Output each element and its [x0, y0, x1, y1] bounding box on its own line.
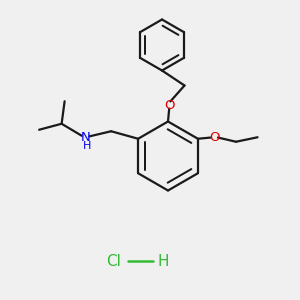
Text: H: H	[158, 254, 169, 268]
Text: O: O	[209, 131, 220, 144]
Text: H: H	[83, 141, 91, 151]
Text: O: O	[164, 98, 175, 112]
Text: N: N	[81, 131, 91, 144]
Text: Cl: Cl	[106, 254, 122, 268]
